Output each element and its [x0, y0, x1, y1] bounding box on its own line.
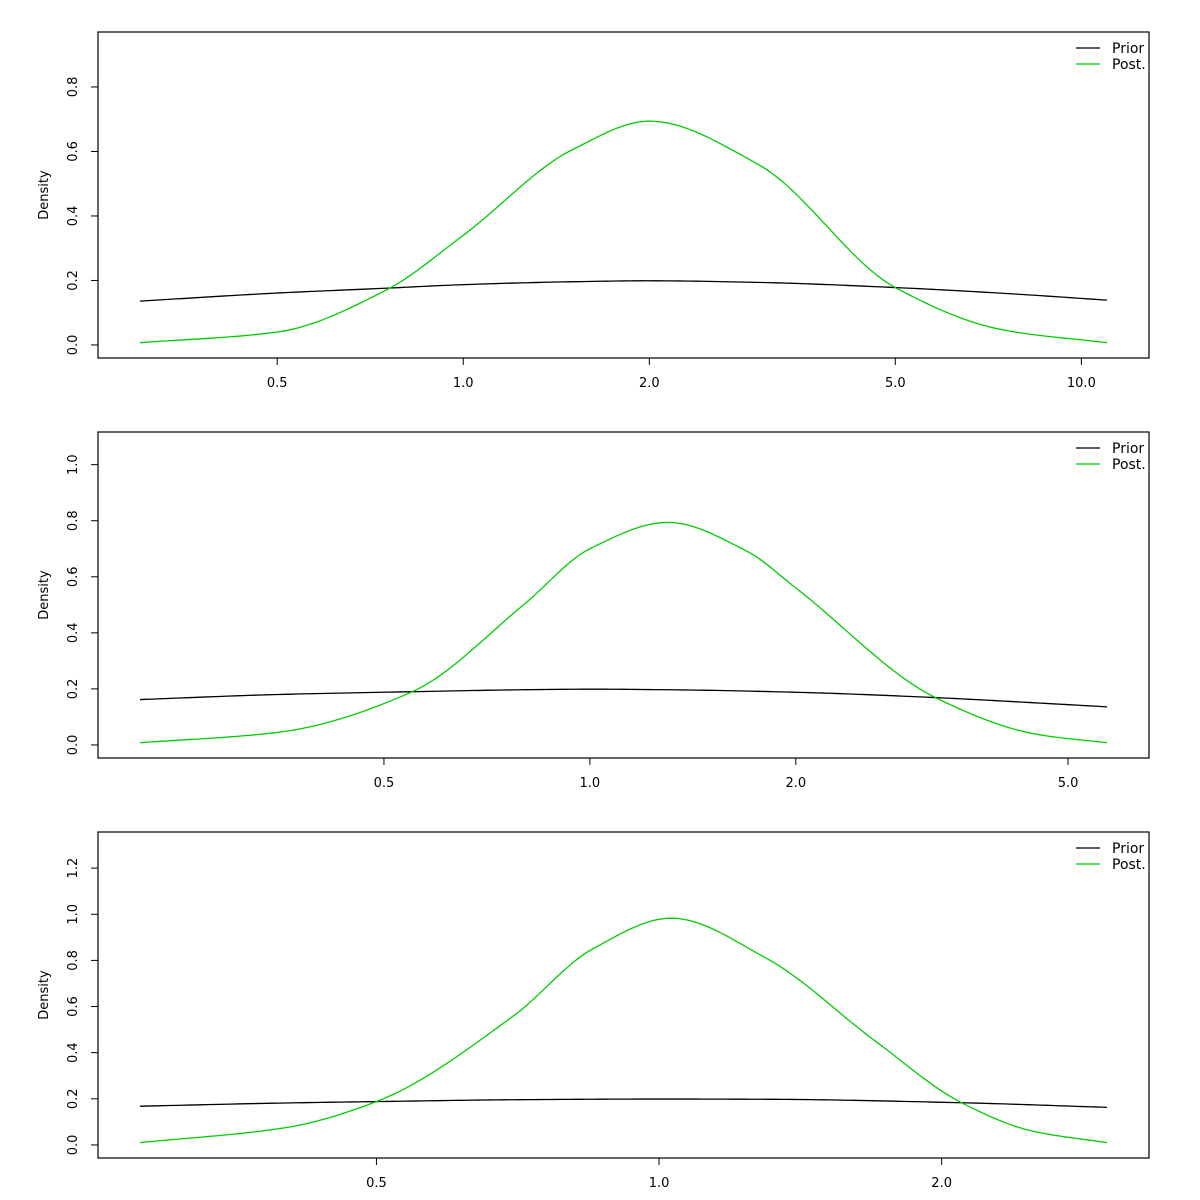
x-tick-label: 0.5	[366, 1176, 387, 1191]
y-tick-label: 0.8	[66, 950, 81, 971]
series-line-post	[139, 917, 1108, 1144]
series-line-prior	[140, 1098, 1107, 1108]
x-tick-label: 0.5	[267, 376, 288, 391]
y-tick-label: 1.2	[66, 858, 81, 879]
x-tick-label: 5.0	[885, 376, 906, 391]
chart-panel-2: 0.5 1.0 2.0 5.0 0.0 0.2 0.4 0.6 0.8 1.0 Density Pri…	[37, 431, 1150, 791]
series-line-post	[139, 120, 1108, 344]
series-line-prior	[140, 688, 1107, 708]
x-tick-label: 2.0	[931, 1176, 952, 1191]
chart-panel-1: 0.5 1.0 2.0 5.0 10.0 0.0 0.2 0.4 0.6 0.8 Density Pr…	[37, 31, 1150, 391]
legend-label: Prior	[1112, 41, 1144, 57]
series-line-post	[139, 521, 1108, 744]
x-tick-label: 1.0	[453, 376, 474, 391]
y-tick-label: 0.4	[66, 206, 81, 227]
y-tick-label: 1.0	[66, 904, 81, 925]
x-tick-label: 5.0	[1058, 776, 1079, 791]
legend-label: Post.	[1112, 457, 1146, 473]
y-axis-title: Density	[37, 570, 52, 620]
x-tick-label: 2.0	[785, 776, 806, 791]
y-tick-label: 0.4	[66, 622, 81, 643]
y-tick-label: 0.0	[66, 735, 81, 756]
chart-panel-3: 0.5 1.0 2.0 0.0 0.2 0.4 0.6 0.8 1.0 1.2 Density Pri…	[37, 831, 1150, 1191]
y-tick-label: 0.2	[66, 1088, 81, 1109]
y-tick-label: 0.2	[66, 679, 81, 700]
y-tick-label: 0.0	[66, 335, 81, 356]
x-tick-label: 0.5	[374, 776, 395, 791]
legend-label: Prior	[1112, 841, 1144, 857]
y-tick-label: 0.6	[66, 566, 81, 587]
y-tick-label: 0.8	[66, 77, 81, 98]
legend-label: Post.	[1112, 57, 1146, 73]
legend-label: Post.	[1112, 857, 1146, 873]
y-tick-label: 0.2	[66, 270, 81, 291]
legend-label: Prior	[1112, 441, 1144, 457]
plot-frame	[97, 831, 1150, 1159]
y-tick-label: 0.6	[66, 996, 81, 1017]
y-tick-label: 0.0	[66, 1135, 81, 1156]
x-tick-label: 1.0	[649, 1176, 670, 1191]
x-tick-label: 1.0	[580, 776, 601, 791]
x-tick-label: 2.0	[639, 376, 660, 391]
y-tick-label: 1.0	[66, 454, 81, 475]
plot-frame	[97, 31, 1150, 359]
y-tick-label: 0.4	[66, 1042, 81, 1063]
y-tick-label: 0.8	[66, 510, 81, 531]
x-tick-label: 10.0	[1067, 376, 1096, 391]
y-tick-label: 0.6	[66, 141, 81, 162]
plot-frame	[97, 431, 1150, 759]
series-line-prior	[140, 280, 1108, 302]
y-axis-title: Density	[37, 970, 52, 1020]
y-axis-title: Density	[37, 170, 52, 220]
